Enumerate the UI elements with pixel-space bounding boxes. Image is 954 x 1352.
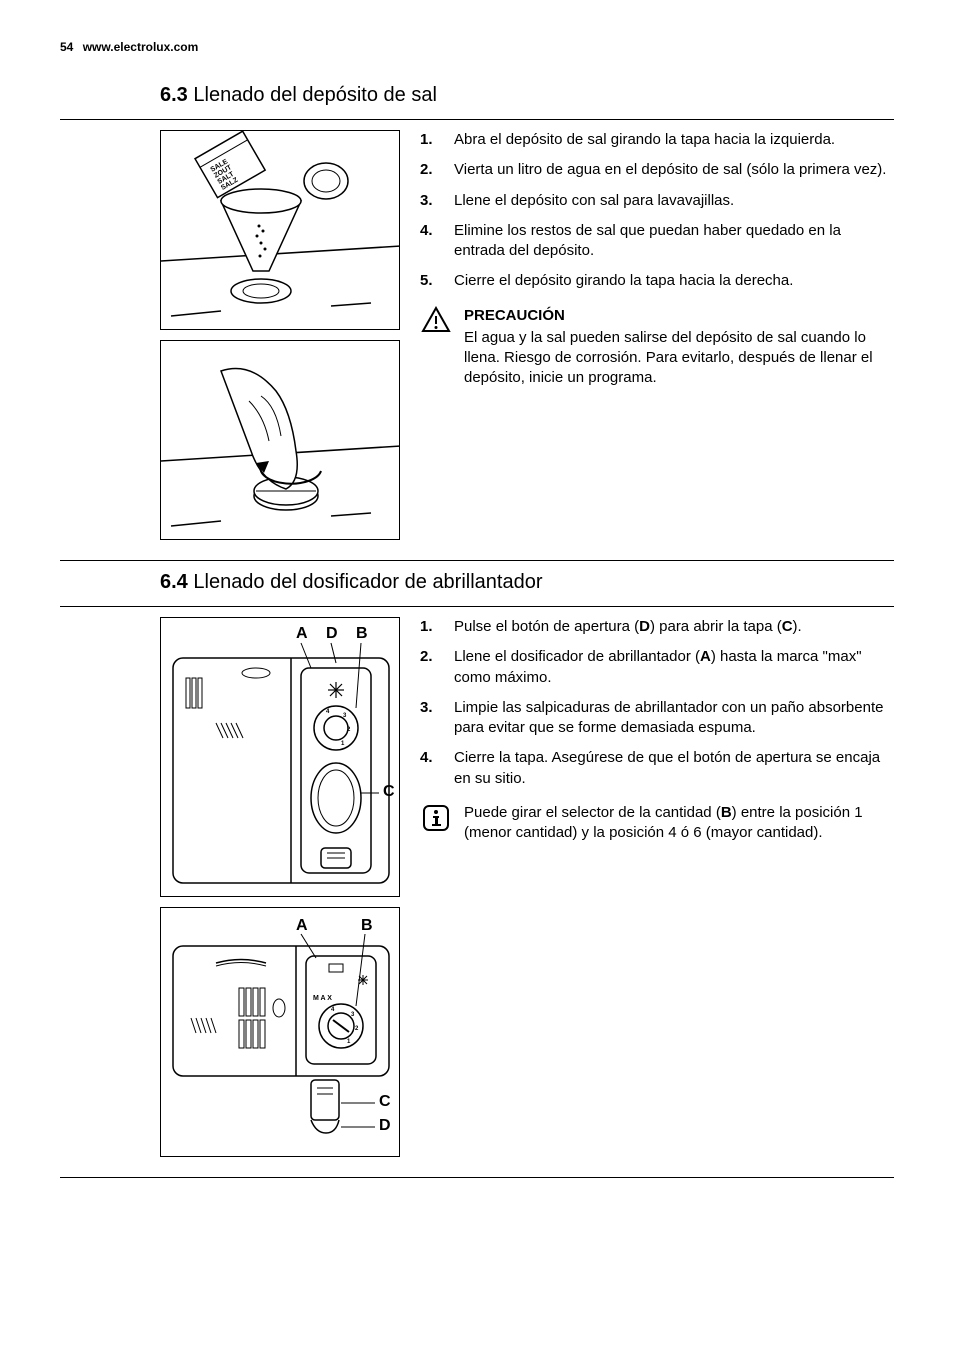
- section-6-4-title: 6.4 Llenado del dosificador de abrillant…: [160, 571, 894, 594]
- page-number: 54: [60, 40, 73, 54]
- section-rule: [60, 560, 894, 561]
- site-url: www.electrolux.com: [83, 40, 199, 54]
- step-item: Abra el depósito de sal girando la tapa …: [420, 130, 894, 150]
- section-rule: [60, 1177, 894, 1178]
- label-D2: D: [379, 1117, 391, 1134]
- warning-icon: [420, 306, 452, 338]
- caution-text: El agua y la sal pueden salirse del depó…: [464, 328, 894, 389]
- section-rule: [60, 606, 894, 607]
- dispenser-diagram-1: 43 21 A D B C: [160, 617, 400, 897]
- label-A2: A: [296, 917, 308, 934]
- step-item: Limpie las salpicaduras de abrillantador…: [420, 698, 894, 739]
- label-B: B: [356, 625, 368, 642]
- info-icon: [420, 803, 452, 835]
- step-item: Elimine los restos de sal que puedan hab…: [420, 221, 894, 262]
- info-body: Puede girar el selector de la cantidad (…: [464, 803, 894, 844]
- salt-pour-diagram: SALE ZOUT SALT SALZ: [160, 130, 400, 330]
- section-6-3-number: 6.3: [160, 84, 188, 106]
- label-C2: C: [379, 1093, 391, 1110]
- label-A: A: [296, 625, 308, 642]
- section-6-3-steps: Abra el depósito de sal girando la tapa …: [420, 130, 894, 292]
- section-6-3-content: SALE ZOUT SALT SALZ: [60, 130, 894, 540]
- step-item: Cierre la tapa. Asegúrese de que el botó…: [420, 748, 894, 789]
- caution-title: PRECAUCIÓN: [464, 306, 894, 326]
- section-6-4-number: 6.4: [160, 571, 188, 593]
- caution-body: PRECAUCIÓN El agua y la sal pueden salir…: [464, 306, 894, 389]
- section-6-3-text: Abra el depósito de sal girando la tapa …: [420, 130, 894, 540]
- step-item: Vierta un litro de agua en el depósito d…: [420, 160, 894, 180]
- step-item: Llene el depósito con sal para lavavajil…: [420, 191, 894, 211]
- label-B2: B: [361, 917, 373, 934]
- section-6-3-title: 6.3 Llenado del depósito de sal: [160, 84, 894, 107]
- section-6-3-images: SALE ZOUT SALT SALZ: [60, 130, 400, 540]
- section-6-3-heading: Llenado del depósito de sal: [193, 84, 437, 106]
- info-callout: Puede girar el selector de la cantidad (…: [420, 803, 894, 844]
- salt-close-diagram: [160, 340, 400, 540]
- max-label: M A X: [313, 995, 332, 1002]
- step-item: Llene el dosificador de abrillantador (A…: [420, 647, 894, 688]
- section-6-4-content: 43 21 A D B C: [60, 617, 894, 1157]
- dispenser-diagram-2: M A X 43 21 A B C D: [160, 907, 400, 1157]
- section-6-4-text: Pulse el botón de apertura (D) para abri…: [420, 617, 894, 1157]
- page-header: 54 www.electrolux.com: [60, 40, 894, 54]
- section-rule: [60, 119, 894, 120]
- section-6-4-heading: Llenado del dosificador de abrillantador: [193, 571, 542, 593]
- label-C: C: [383, 783, 395, 800]
- caution-callout: PRECAUCIÓN El agua y la sal pueden salir…: [420, 306, 894, 389]
- label-D: D: [326, 625, 338, 642]
- section-6-4-steps: Pulse el botón de apertura (D) para abri…: [420, 617, 894, 789]
- step-item: Cierre el depósito girando la tapa hacia…: [420, 271, 894, 291]
- step-item: Pulse el botón de apertura (D) para abri…: [420, 617, 894, 637]
- section-6-4-images: 43 21 A D B C: [60, 617, 400, 1157]
